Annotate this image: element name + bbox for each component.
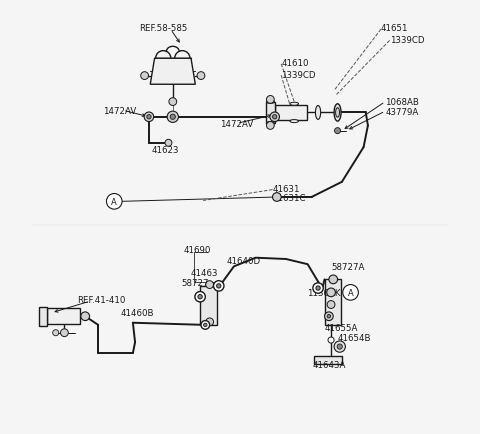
- Circle shape: [147, 115, 151, 120]
- Text: 1339CD: 1339CD: [281, 71, 316, 79]
- Circle shape: [273, 115, 277, 120]
- Text: 41623: 41623: [151, 145, 179, 155]
- Text: 41643A: 41643A: [313, 361, 346, 369]
- Text: 41460B: 41460B: [121, 309, 154, 318]
- Text: 41654B: 41654B: [337, 333, 371, 342]
- Circle shape: [201, 321, 210, 329]
- FancyBboxPatch shape: [266, 102, 275, 124]
- Circle shape: [53, 330, 59, 336]
- FancyBboxPatch shape: [47, 309, 80, 324]
- Text: 41631: 41631: [273, 184, 300, 194]
- Text: 41640D: 41640D: [226, 256, 260, 266]
- Ellipse shape: [290, 120, 299, 123]
- Circle shape: [335, 128, 341, 135]
- Circle shape: [334, 341, 346, 352]
- Polygon shape: [150, 59, 195, 85]
- Circle shape: [273, 193, 281, 202]
- Text: 41463: 41463: [190, 268, 217, 277]
- Ellipse shape: [336, 108, 339, 118]
- Circle shape: [167, 112, 179, 123]
- Text: 1472AV: 1472AV: [103, 106, 137, 115]
- Text: 1339CD: 1339CD: [390, 36, 424, 45]
- Text: 58727: 58727: [181, 278, 209, 287]
- FancyBboxPatch shape: [314, 356, 342, 364]
- Circle shape: [327, 288, 336, 297]
- Text: 58727A: 58727A: [331, 262, 364, 271]
- Circle shape: [313, 283, 323, 293]
- Ellipse shape: [290, 103, 299, 106]
- Circle shape: [165, 140, 172, 147]
- Text: 1472AV: 1472AV: [220, 119, 254, 128]
- FancyBboxPatch shape: [324, 280, 341, 325]
- Text: 41690: 41690: [184, 245, 211, 254]
- Text: REF.41-410: REF.41-410: [77, 296, 126, 305]
- Text: 41631C: 41631C: [273, 194, 306, 203]
- Circle shape: [266, 96, 274, 104]
- Circle shape: [328, 337, 334, 343]
- Circle shape: [327, 315, 331, 318]
- Ellipse shape: [334, 105, 341, 122]
- Text: 41610: 41610: [281, 59, 309, 68]
- Circle shape: [144, 113, 154, 122]
- Text: REF.58-585: REF.58-585: [139, 24, 188, 33]
- Circle shape: [195, 292, 205, 302]
- Text: 1068AB: 1068AB: [385, 98, 419, 107]
- Circle shape: [337, 344, 342, 349]
- Circle shape: [324, 312, 333, 321]
- FancyBboxPatch shape: [200, 286, 216, 325]
- Text: A: A: [111, 197, 117, 206]
- Text: 41655A: 41655A: [324, 323, 358, 332]
- Circle shape: [169, 99, 177, 106]
- Circle shape: [60, 329, 68, 337]
- Circle shape: [206, 281, 214, 289]
- FancyBboxPatch shape: [275, 105, 307, 121]
- Circle shape: [327, 301, 335, 309]
- Text: A: A: [348, 288, 353, 297]
- Circle shape: [107, 194, 122, 210]
- Circle shape: [170, 115, 175, 120]
- Circle shape: [141, 72, 148, 80]
- Circle shape: [204, 323, 207, 327]
- Text: 41651: 41651: [381, 24, 408, 33]
- Circle shape: [343, 285, 359, 300]
- Circle shape: [198, 295, 202, 299]
- Ellipse shape: [266, 122, 274, 126]
- Ellipse shape: [266, 101, 274, 104]
- Text: 43779A: 43779A: [385, 108, 419, 117]
- Text: 1130AK: 1130AK: [307, 288, 341, 297]
- Circle shape: [206, 318, 214, 326]
- Circle shape: [197, 72, 205, 80]
- FancyBboxPatch shape: [39, 307, 47, 326]
- Circle shape: [266, 122, 274, 130]
- Circle shape: [329, 276, 337, 284]
- Circle shape: [81, 312, 90, 321]
- Ellipse shape: [315, 106, 321, 120]
- Circle shape: [214, 281, 224, 291]
- Circle shape: [316, 286, 320, 290]
- Circle shape: [216, 284, 221, 288]
- Circle shape: [270, 113, 279, 122]
